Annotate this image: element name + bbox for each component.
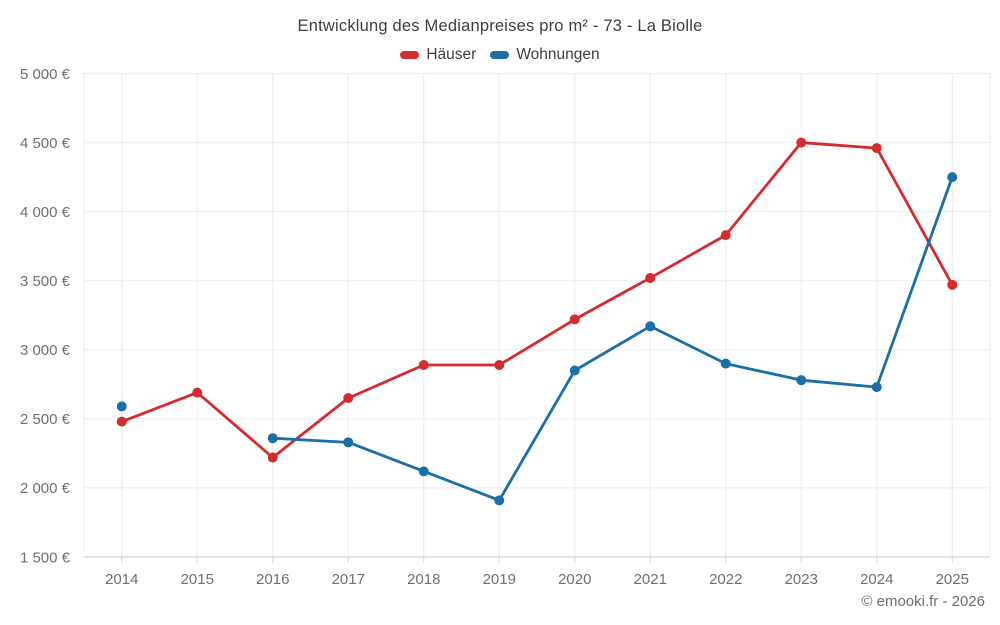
- data-point-wohnungen-2021[interactable]: [645, 321, 656, 332]
- x-axis-label: 2020: [558, 571, 591, 588]
- data-point-haeuser-2023[interactable]: [796, 137, 807, 148]
- data-point-wohnungen-2016[interactable]: [267, 433, 278, 444]
- x-axis-label: 2024: [860, 571, 893, 588]
- legend-label-wohnungen: Wohnungen: [516, 46, 600, 63]
- legend-swatch-wohnungen: [490, 51, 510, 59]
- data-point-wohnungen-2025[interactable]: [947, 172, 958, 183]
- y-axis-label: 3 000 €: [20, 342, 71, 359]
- data-point-haeuser-2024[interactable]: [871, 143, 882, 154]
- x-axis-label: 2018: [407, 571, 440, 588]
- data-point-wohnungen-2014[interactable]: [116, 401, 127, 412]
- y-axis-label: 1 500 €: [20, 549, 71, 566]
- legend-item-haeuser[interactable]: Häuser: [400, 46, 476, 64]
- x-axis-label: 2025: [936, 571, 969, 588]
- data-point-haeuser-2022[interactable]: [720, 230, 731, 241]
- x-axis-label: 2017: [332, 571, 365, 588]
- y-axis-label: 2 000 €: [20, 480, 71, 497]
- legend-swatch-haeuser: [400, 51, 420, 59]
- data-point-wohnungen-2019[interactable]: [494, 495, 505, 506]
- data-point-haeuser-2019[interactable]: [494, 359, 505, 370]
- y-axis-label: 4 000 €: [20, 204, 71, 221]
- data-point-haeuser-2021[interactable]: [645, 272, 656, 283]
- x-axis-label: 2022: [709, 571, 742, 588]
- chart-title: Entwicklung des Medianpreises pro m² - 7…: [297, 17, 703, 35]
- legend: Häuser Wohnungen: [0, 46, 1000, 64]
- data-point-wohnungen-2017[interactable]: [343, 437, 354, 448]
- x-axis-label: 2016: [256, 571, 289, 588]
- x-axis-label: 2015: [181, 571, 214, 588]
- series-line-haeuser: [120, 141, 954, 459]
- copyright: © emooki.fr - 2026: [861, 593, 985, 610]
- data-point-haeuser-2016[interactable]: [267, 452, 278, 463]
- y-axis-label: 5 000 €: [20, 66, 71, 83]
- data-point-haeuser-2025[interactable]: [947, 279, 958, 290]
- y-axis-label: 4 500 €: [20, 135, 71, 152]
- x-axis-label: 2021: [634, 571, 667, 588]
- data-point-wohnungen-2024[interactable]: [871, 382, 882, 393]
- x-axis-label: 2019: [483, 571, 516, 588]
- data-point-haeuser-2014[interactable]: [116, 416, 127, 427]
- data-point-wohnungen-2022[interactable]: [720, 358, 731, 369]
- y-axis-label: 2 500 €: [20, 411, 71, 428]
- series-line-wohnungen: [271, 175, 954, 502]
- data-point-haeuser-2017[interactable]: [343, 393, 354, 404]
- data-point-wohnungen-2023[interactable]: [796, 375, 807, 386]
- data-point-haeuser-2015[interactable]: [192, 387, 203, 398]
- data-point-haeuser-2018[interactable]: [418, 359, 429, 370]
- legend-label-haeuser: Häuser: [426, 46, 477, 63]
- y-axis-label: 3 500 €: [20, 273, 71, 290]
- data-point-haeuser-2020[interactable]: [569, 314, 580, 325]
- x-axis-label: 2023: [785, 571, 818, 588]
- data-point-wohnungen-2020[interactable]: [569, 365, 580, 376]
- legend-item-wohnungen[interactable]: Wohnungen: [490, 46, 600, 64]
- x-axis-label: 2014: [105, 571, 138, 588]
- data-point-wohnungen-2018[interactable]: [418, 466, 429, 477]
